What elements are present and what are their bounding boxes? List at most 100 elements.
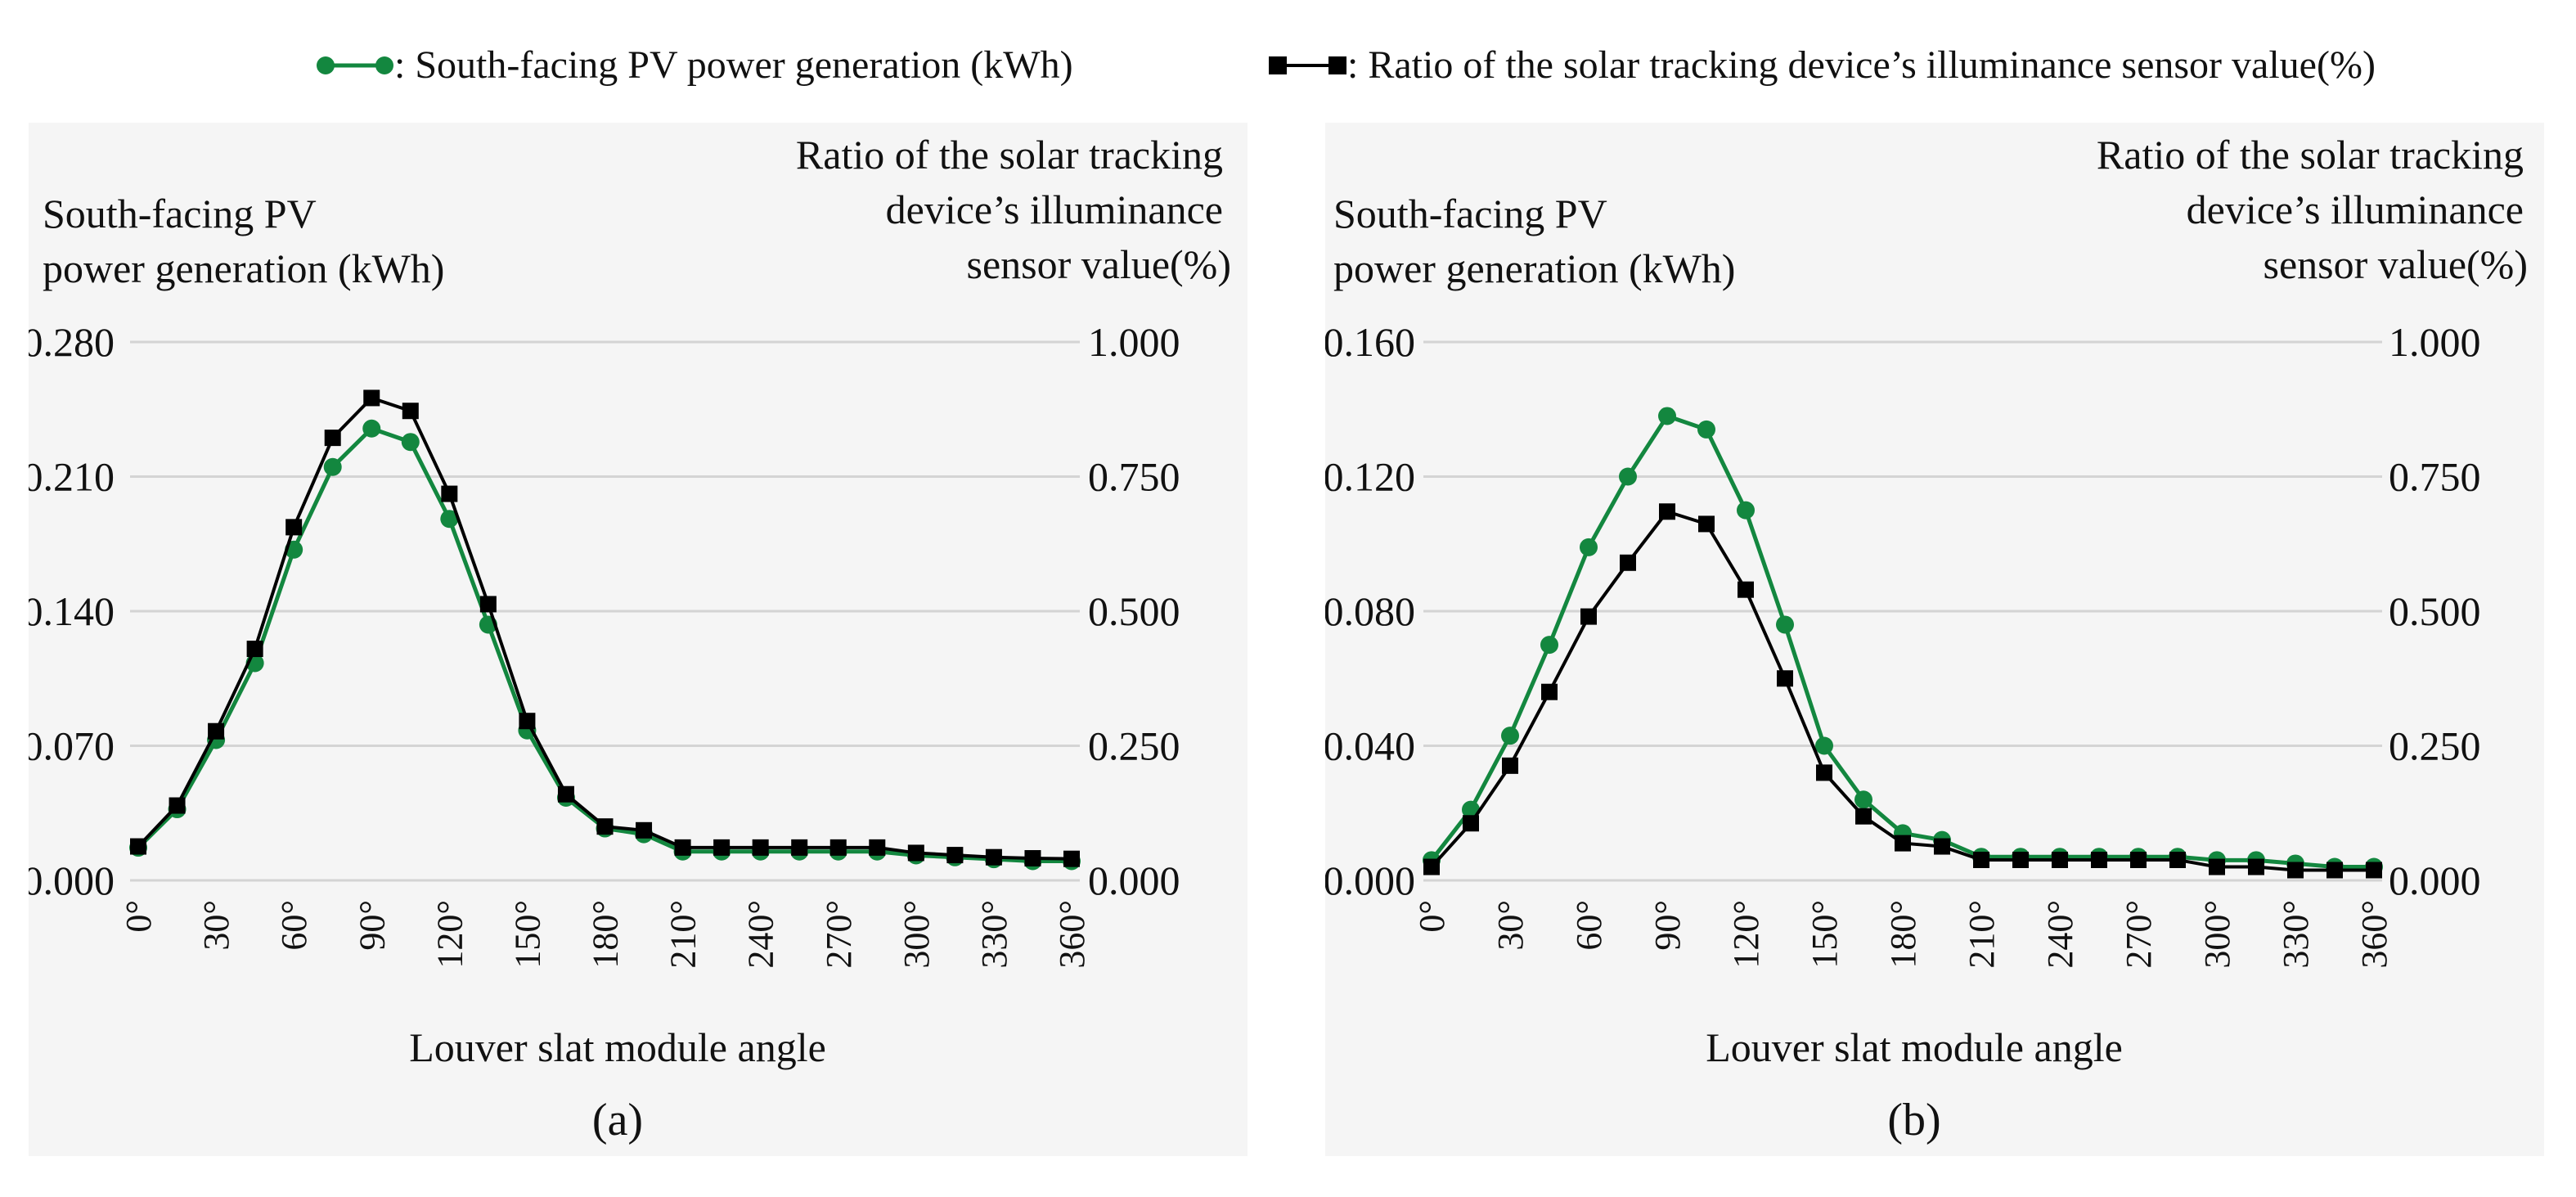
- y-left-tick-label: 0.040: [1325, 723, 1415, 769]
- x-tick-label: 240°: [741, 900, 781, 969]
- pv-point: [1658, 407, 1676, 425]
- ratio-point: [752, 839, 769, 856]
- ratio-point: [1463, 815, 1479, 832]
- ratio-point: [2366, 862, 2382, 879]
- pv-point: [1580, 538, 1598, 556]
- x-tick-label: 150°: [507, 900, 547, 969]
- ratio-point: [2209, 858, 2225, 875]
- ratio-point: [1063, 850, 1080, 867]
- pv-point: [440, 510, 459, 529]
- y-left-tick-label: 0.160: [1325, 319, 1415, 365]
- y-left-tick-label: 0.080: [1325, 588, 1415, 634]
- ratio-point: [169, 797, 186, 814]
- ratio-point: [130, 838, 146, 855]
- x-tick-label: 120°: [1726, 900, 1766, 969]
- ratio-point: [1738, 581, 1754, 598]
- right-axis-title-line-3: sensor value(%): [967, 241, 1232, 287]
- x-tick-label: 60°: [274, 900, 314, 951]
- y-right-tick-label: 0.250: [1088, 723, 1180, 769]
- pv-point: [1501, 727, 1519, 745]
- panel-label: (a): [592, 1095, 643, 1145]
- ratio-point: [1855, 808, 1872, 825]
- chart-legend: : South-facing PV power generation (kWh)…: [317, 43, 2376, 87]
- ratio-point: [519, 713, 536, 730]
- ratio-point: [2287, 862, 2304, 879]
- x-tick-label: 360°: [2354, 900, 2394, 969]
- left-axis-title-line-1: South-facing PV: [43, 191, 317, 236]
- x-tick-label: 30°: [196, 900, 236, 951]
- ratio-line: [137, 396, 1072, 861]
- x-tick-label: 90°: [1648, 900, 1688, 951]
- pv-point: [1540, 636, 1558, 655]
- y-right-tick-label: 0.000: [2389, 857, 2481, 903]
- ratio-point: [1423, 858, 1440, 875]
- pv-point: [362, 419, 381, 438]
- x-tick-label: 360°: [1052, 900, 1092, 969]
- y-right-tick-label: 0.500: [2389, 588, 2481, 634]
- ratio-point: [1777, 670, 1793, 687]
- ratio-point: [1973, 851, 1989, 868]
- legend-pv-marker-icon: [317, 56, 335, 74]
- x-tick-label: 240°: [2040, 900, 2080, 969]
- ratio-point: [479, 596, 497, 613]
- ratio-point: [208, 722, 225, 740]
- pv-line: [1430, 413, 2374, 870]
- pv-point: [1737, 501, 1755, 520]
- pv-point: [323, 457, 342, 476]
- x-tick-label: 180°: [1883, 900, 1923, 969]
- ratio-line: [1430, 509, 2374, 872]
- legend-ratio-marker-icon: [1328, 56, 1346, 74]
- y-right-tick-label: 0.250: [2389, 723, 2481, 769]
- ratio-point: [2248, 858, 2264, 875]
- series-ratio: [1423, 503, 2382, 879]
- ratio-point: [246, 641, 263, 658]
- ratio-point: [441, 485, 458, 502]
- pv-line: [137, 425, 1072, 863]
- legend-item-ratio: : Ratio of the solar tracking device’s i…: [1269, 43, 2376, 87]
- ratio-point: [2130, 851, 2147, 868]
- y-left-tick-label: 0.120: [1325, 454, 1415, 500]
- series-pv: [129, 419, 1081, 871]
- ratio-point: [1580, 608, 1597, 625]
- x-tick-label: 270°: [819, 900, 859, 969]
- pv-point: [1854, 790, 1872, 809]
- y-left-tick-label: 0.280: [29, 319, 115, 365]
- ratio-point: [1024, 850, 1041, 867]
- ratio-point: [713, 839, 731, 856]
- ratio-point: [1541, 683, 1558, 700]
- chart-b-svg: South-facing PV power generation (kWh) R…: [1325, 132, 2528, 1145]
- legend-pv-label: : South-facing PV power generation (kWh): [394, 43, 1073, 87]
- ratio-point: [2326, 862, 2343, 879]
- ratio-point: [596, 818, 614, 835]
- left-axis-title-line-2: power generation (kWh): [1333, 245, 1735, 291]
- pv-point: [1619, 467, 1637, 486]
- x-axis-title: Louver slat module angle: [409, 1024, 826, 1070]
- x-tick-label: 60°: [1569, 900, 1609, 951]
- pv-point: [401, 433, 420, 452]
- ratio-point: [285, 519, 303, 536]
- legend-ratio-label: : Ratio of the solar tracking device’s i…: [1347, 43, 2376, 87]
- legend-item-pv: : South-facing PV power generation (kWh): [317, 43, 1073, 87]
- x-tick-label: 300°: [897, 900, 937, 969]
- ratio-point: [1502, 757, 1518, 774]
- x-tick-label: 210°: [1962, 900, 2002, 969]
- x-tick-label: 120°: [429, 900, 470, 969]
- x-tick-label: 180°: [586, 900, 626, 969]
- right-axis-title-line-2: device’s illuminance: [886, 187, 1223, 232]
- ratio-point: [829, 839, 847, 856]
- ratio-point: [1698, 515, 1715, 533]
- ratio-point: [869, 839, 886, 856]
- pv-point: [1815, 736, 1833, 755]
- y-left-tick-label: 0.000: [29, 857, 115, 903]
- legend-ratio-marker-icon: [1269, 56, 1287, 74]
- pv-point: [1776, 615, 1794, 634]
- ratio-point: [2052, 851, 2068, 868]
- ratio-point: [791, 839, 808, 856]
- pv-point: [1697, 420, 1715, 439]
- y-left-tick-label: 0.000: [1325, 857, 1415, 903]
- ratio-point: [907, 844, 924, 862]
- panel-label: (b): [1887, 1095, 1940, 1145]
- x-tick-label: 30°: [1490, 900, 1531, 951]
- ratio-point: [2169, 851, 2186, 868]
- right-axis-title-line-2: device’s illuminance: [2187, 187, 2524, 232]
